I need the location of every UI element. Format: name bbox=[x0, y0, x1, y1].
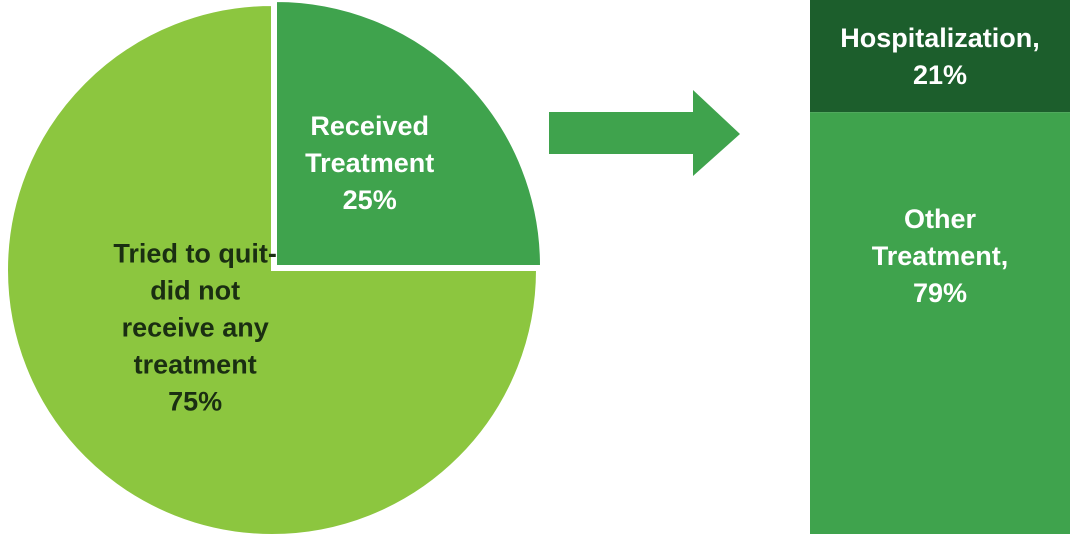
bar-segment bbox=[810, 112, 1070, 534]
right-arrow-shape bbox=[549, 90, 740, 176]
bar-segment-label: Hospitalization, 21% bbox=[840, 23, 1040, 90]
bar-segment-label: Other Treatment, 79% bbox=[872, 204, 1009, 308]
pie-slice bbox=[275, 0, 543, 267]
pie-slice-label: Received Treatment 25% bbox=[305, 111, 434, 215]
bar-segment bbox=[810, 0, 1070, 113]
pie-slice bbox=[6, 3, 539, 536]
pie-slice-label: Tried to quit-did not receive any treatmen… bbox=[113, 238, 276, 416]
pie-chart: Tried to quit-did not receive any treatmen… bbox=[6, 0, 543, 536]
stacked-bar-chart: Hospitalization, 21% Other Treatment, 79% bbox=[810, 0, 1070, 534]
right-arrow-icon bbox=[549, 90, 740, 176]
